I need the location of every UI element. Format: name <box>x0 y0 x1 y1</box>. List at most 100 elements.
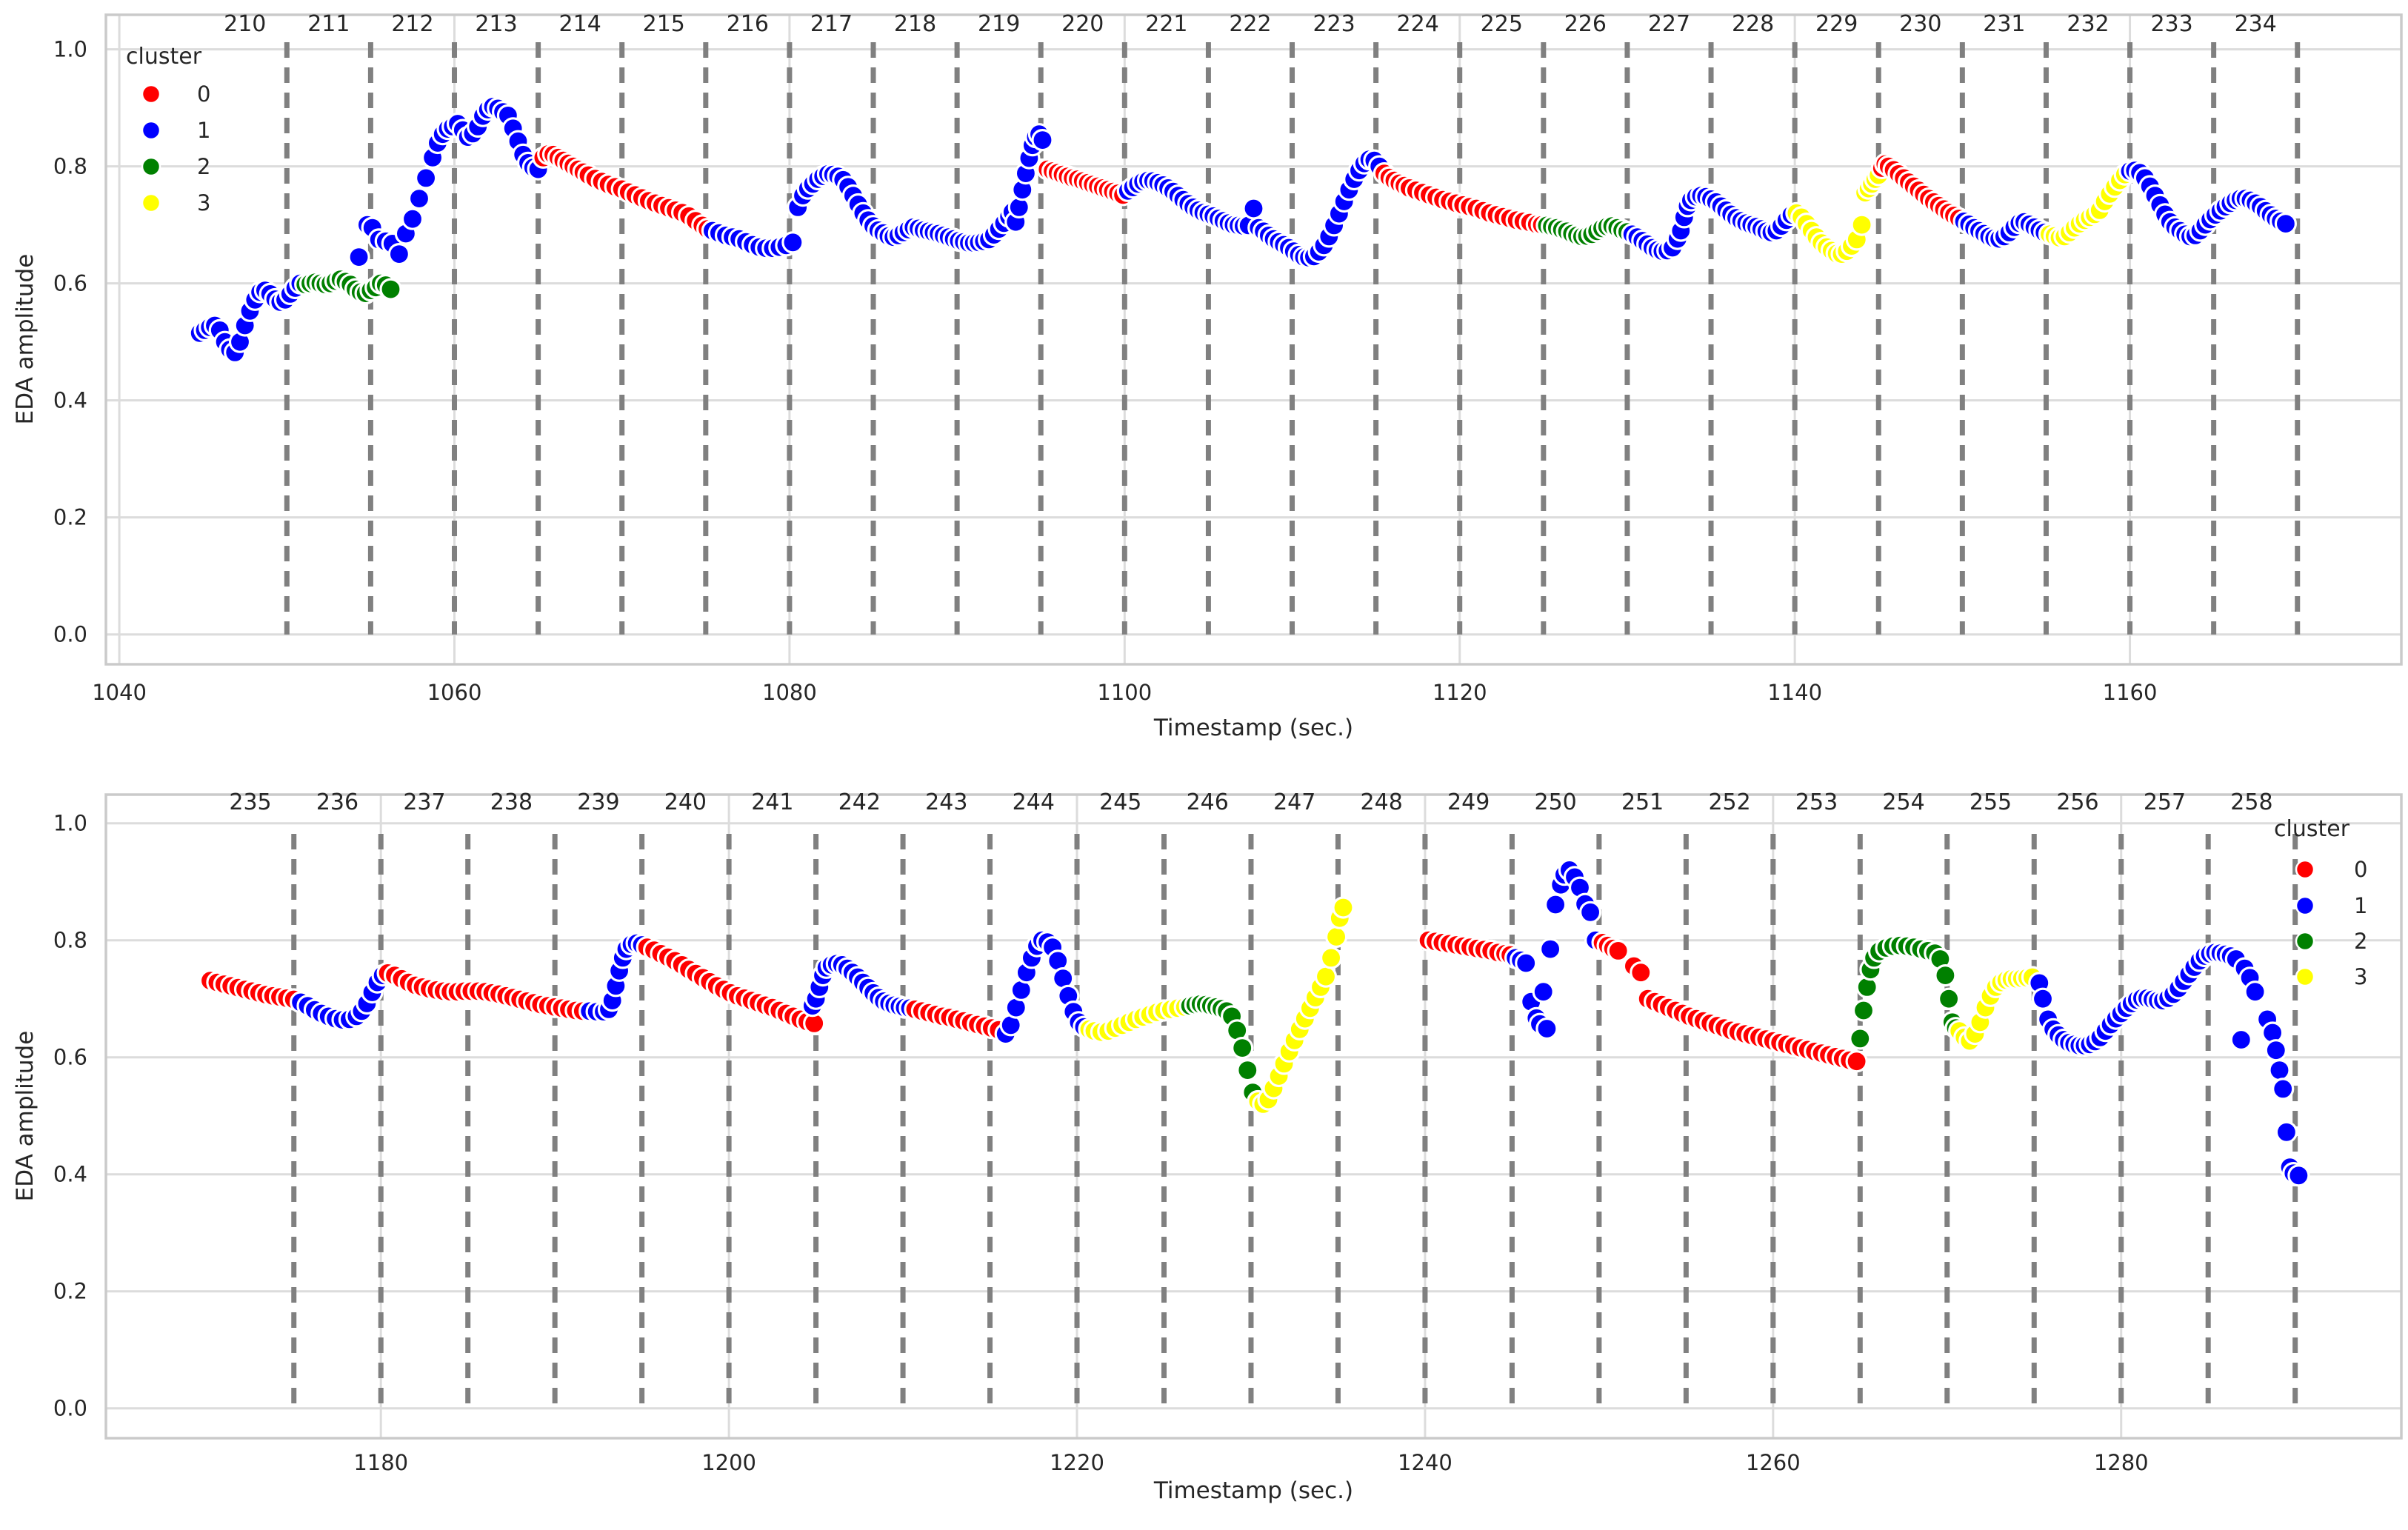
segment-label: 224 <box>1397 11 1439 37</box>
segment-label: 241 <box>751 789 793 815</box>
data-point <box>1850 213 1873 236</box>
grid <box>106 15 2401 664</box>
x-axis-title: Timestamp (sec.) <box>1153 1477 1353 1504</box>
y-tick-label: 1.0 <box>53 37 87 62</box>
y-tick-labels: 0.0 0.2 0.4 0.6 0.8 1.0 <box>53 37 87 647</box>
cluster-1-run <box>2118 159 2297 248</box>
legend-label: 0 <box>2354 857 2367 882</box>
segment-label: 243 <box>925 789 967 815</box>
x-tick-label: 1180 <box>353 1450 408 1475</box>
segment-labels: 210 211 212 213 214 215 216 217 218 219 220 221 222 2… <box>224 11 2277 37</box>
segment-label: 251 <box>1621 789 1664 815</box>
data-point <box>1607 939 1630 962</box>
legend-swatch-cluster-3 <box>2295 966 2315 987</box>
legend-title: cluster <box>126 44 202 70</box>
segment-label: 254 <box>1882 789 1924 815</box>
data-point <box>1535 1017 1558 1040</box>
segment-label: 240 <box>664 789 707 815</box>
x-tick-label: 1160 <box>2103 680 2158 705</box>
legend-swatch-cluster-0 <box>141 84 161 104</box>
x-tick-label: 1140 <box>1767 680 1822 705</box>
data-point <box>2244 981 2267 1003</box>
segment-label: 229 <box>1815 11 1858 37</box>
data-point <box>379 278 402 301</box>
x-tick-label: 1120 <box>1433 680 1487 705</box>
cluster-1-run <box>347 95 550 269</box>
segment-label: 253 <box>1795 789 1838 815</box>
eda-plot-bottom: 235 236 237 238 239 240 241 242 243 244 245 246 247 2… <box>12 789 2403 1504</box>
segment-label: 244 <box>1013 789 1055 815</box>
legend-label: 2 <box>2354 929 2367 954</box>
segment-label: 234 <box>2235 11 2277 37</box>
data-point <box>2272 1078 2295 1100</box>
data-point <box>401 207 424 230</box>
data-points <box>188 95 2297 364</box>
data-point <box>407 187 431 210</box>
legend-swatch-cluster-1 <box>141 120 161 141</box>
segment-boundaries <box>291 834 2298 1409</box>
x-tick-label: 1220 <box>1050 1450 1104 1475</box>
cluster-0-run <box>1417 929 1522 966</box>
cluster-3-run <box>1785 164 1890 266</box>
legend-label: 1 <box>2354 893 2367 918</box>
data-point <box>2275 1120 2298 1143</box>
data-point <box>1319 946 1343 969</box>
eda-plot-top: 210 211 212 213 214 215 216 217 218 219 220 221 222 2… <box>12 11 2403 741</box>
y-tick-label: 0.2 <box>53 1279 87 1304</box>
x-tick-label: 1080 <box>762 680 817 705</box>
segment-label: 212 <box>391 11 433 37</box>
y-tick-label: 0.4 <box>53 388 87 413</box>
legend-swatch-cluster-2 <box>2295 931 2315 952</box>
cluster-0-run <box>1591 931 1868 1073</box>
legend-label: 3 <box>2354 964 2367 989</box>
segment-boundaries <box>284 42 2301 635</box>
segment-label: 236 <box>316 789 358 815</box>
data-point <box>2031 987 2055 1010</box>
segment-label: 230 <box>1899 11 1941 37</box>
legend-swatch-cluster-1 <box>2295 895 2315 916</box>
segment-label: 255 <box>1970 789 2012 815</box>
segment-label: 227 <box>1648 11 1690 37</box>
segment-label: 257 <box>2144 789 2186 815</box>
data-point <box>1852 999 1875 1022</box>
x-tick-label: 1240 <box>1398 1450 1453 1475</box>
data-point <box>1849 1027 1872 1050</box>
grid <box>106 795 2401 1438</box>
legend-title: cluster <box>2274 816 2350 842</box>
data-points <box>199 858 2310 1187</box>
segment-label: 223 <box>1313 11 1355 37</box>
data-point <box>1532 981 1555 1003</box>
y-tick-label: 0.6 <box>53 271 87 296</box>
segment-label: 237 <box>403 789 445 815</box>
x-tick-label: 1060 <box>427 680 482 705</box>
segment-label: 246 <box>1187 789 1229 815</box>
segment-label: 248 <box>1361 789 1403 815</box>
data-point <box>2274 213 2297 235</box>
data-point <box>1934 964 1957 987</box>
y-tick-label: 0.8 <box>53 928 87 953</box>
cluster-3-run <box>1078 995 1196 1043</box>
cluster-0-run <box>532 142 719 241</box>
x-tick-label: 1100 <box>1097 680 1152 705</box>
segment-label: 220 <box>1061 11 1104 37</box>
segment-label: 250 <box>1535 789 1577 815</box>
cluster-0-run <box>376 961 594 1023</box>
y-tick-label: 0.2 <box>53 505 87 530</box>
segment-label: 242 <box>838 789 881 815</box>
x-tick-label: 1260 <box>1746 1450 1801 1475</box>
data-point <box>2287 1164 2310 1187</box>
x-axis-title: Timestamp (sec.) <box>1153 715 1353 741</box>
segment-label: 247 <box>1273 789 1315 815</box>
segment-label: 239 <box>577 789 619 815</box>
legend-label: 3 <box>197 190 210 216</box>
segment-label: 213 <box>475 11 517 37</box>
axes-frame <box>104 13 2403 666</box>
segment-label: 252 <box>1708 789 1750 815</box>
y-axis-title: EDA amplitude <box>12 254 39 425</box>
data-point <box>1314 965 1338 988</box>
cluster-1-run <box>1504 858 1607 1040</box>
segment-label: 245 <box>1099 789 1141 815</box>
y-axis-title: EDA amplitude <box>12 1031 39 1202</box>
segment-label: 235 <box>229 789 271 815</box>
